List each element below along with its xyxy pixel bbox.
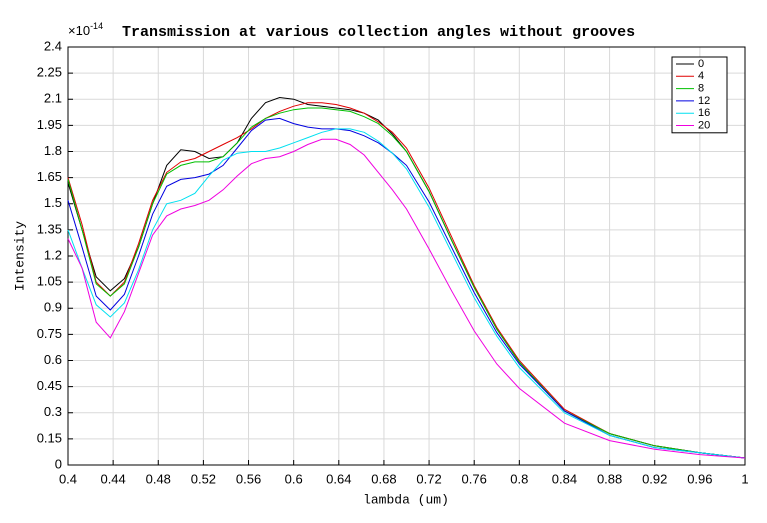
line-series [67, 102, 746, 459]
x-tick-label: 1 [741, 471, 748, 486]
x-axis-label: lambda (um) [363, 492, 449, 507]
y-tick-label: 0.6 [44, 352, 62, 367]
legend-label: 0 [698, 58, 704, 70]
line-series [67, 138, 746, 459]
y-tick-label: 2.1 [44, 91, 62, 106]
y-tick-label: 2.4 [44, 38, 62, 53]
x-tick-label: 0.72 [416, 471, 441, 486]
y-tick-label: 1.65 [37, 169, 62, 184]
line-series [67, 128, 746, 459]
plot-frame [67, 46, 746, 466]
y-exponent: -14 [90, 21, 103, 31]
y-tick-label: 0.3 [44, 404, 62, 419]
x-tick-label: 0.52 [191, 471, 216, 486]
chart-title: Transmission at various collection angle… [122, 24, 635, 41]
line-series [67, 107, 746, 459]
x-tick-label: 0.96 [687, 471, 712, 486]
x-tick-label: 0.84 [552, 471, 577, 486]
y-multiplier-base: ×10 [68, 23, 90, 38]
y-tick-label: 1.05 [37, 274, 62, 289]
x-tick-label: 0.64 [326, 471, 351, 486]
x-tick-label: 0.76 [462, 471, 487, 486]
y-tick-label: 1.35 [37, 221, 62, 236]
x-tick-label: 0.8 [510, 471, 528, 486]
y-tick-label: 0.45 [37, 378, 62, 393]
y-tick-label: 2.25 [37, 65, 62, 80]
legend-label: 4 [698, 70, 704, 82]
y-tick-label: 0 [55, 456, 62, 471]
legend-box [671, 56, 728, 134]
legend-label: 20 [698, 119, 710, 131]
y-tick-label: 1.8 [44, 143, 62, 158]
legend-label: 12 [698, 95, 710, 107]
y-tick-label: 0.75 [37, 326, 62, 341]
x-tick-label: 0.56 [236, 471, 261, 486]
y-tick-label: 1.95 [37, 117, 62, 132]
x-tick-label: 0.6 [285, 471, 303, 486]
x-tick-label: 0.92 [642, 471, 667, 486]
x-tick-label: 0.68 [371, 471, 396, 486]
line-series [67, 117, 746, 459]
x-tick-label: 0.48 [146, 471, 171, 486]
y-tick-label: 0.15 [37, 430, 62, 445]
y-axis-label: Intensity [12, 221, 27, 291]
y-tick-label: 1.5 [44, 195, 62, 210]
x-tick-label: 0.88 [597, 471, 622, 486]
x-tick-label: 0.44 [100, 471, 125, 486]
y-tick-label: 0.9 [44, 300, 62, 315]
y-tick-label: 1.2 [44, 247, 62, 262]
legend-label: 16 [698, 107, 710, 119]
x-tick-label: 0.4 [59, 471, 77, 486]
y-multiplier: ×10-14 [68, 21, 103, 38]
legend-label: 8 [698, 83, 704, 95]
